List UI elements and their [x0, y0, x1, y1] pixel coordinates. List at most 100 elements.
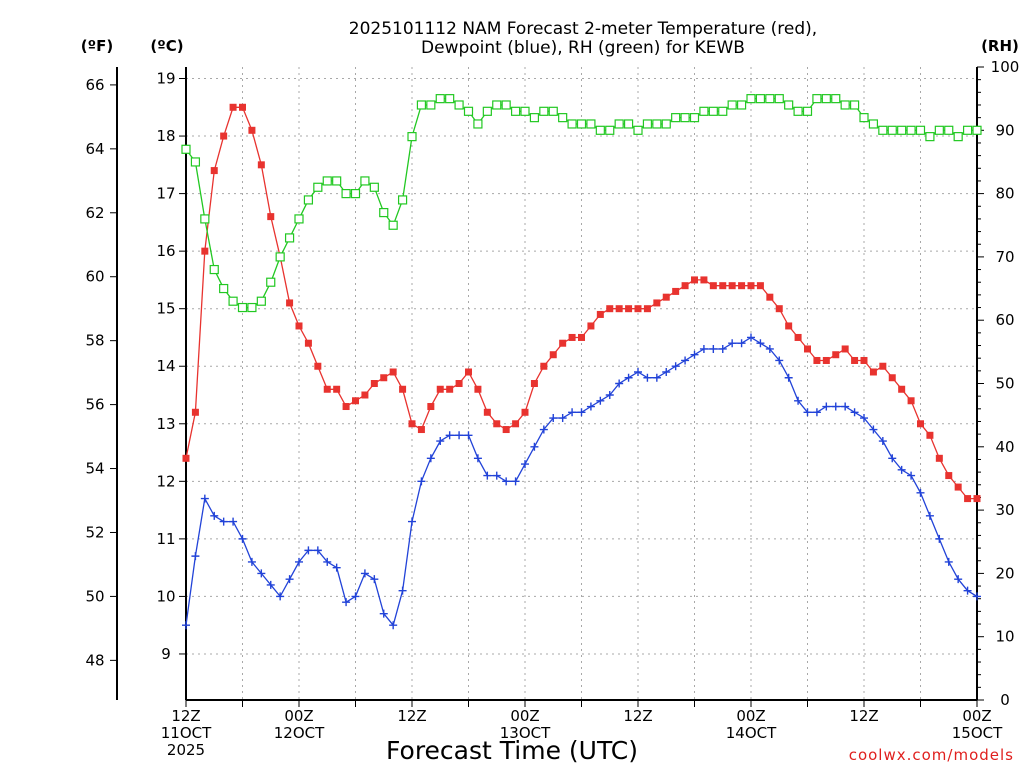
data-point	[925, 132, 935, 142]
data-point	[360, 569, 369, 578]
data-point	[680, 113, 690, 123]
data-point	[370, 380, 378, 387]
data-point	[681, 356, 690, 365]
celsius-tick-label: 18	[156, 127, 175, 145]
data-point	[747, 333, 755, 342]
data-point	[793, 106, 803, 116]
data-point	[812, 94, 822, 104]
data-point	[426, 100, 436, 110]
data-point	[699, 106, 709, 116]
data-point	[860, 414, 868, 423]
data-point	[831, 94, 841, 104]
data-point	[709, 344, 718, 353]
data-point	[229, 517, 238, 526]
celsius-tick-label: 11	[156, 530, 175, 548]
data-point	[181, 144, 191, 154]
data-point	[719, 282, 727, 290]
rh-tick-label: 30	[995, 501, 1014, 519]
data-point	[690, 350, 699, 359]
data-point	[427, 403, 435, 411]
data-point	[303, 195, 314, 205]
data-point	[455, 431, 464, 440]
data-point	[520, 106, 530, 116]
time-tick-label: 15OCT	[952, 724, 1003, 742]
data-point	[587, 322, 595, 330]
time-tick-label: 2025	[167, 741, 205, 759]
data-point	[737, 339, 746, 348]
fahrenheit-tick-label: 64	[85, 140, 104, 158]
data-point	[624, 373, 633, 382]
data-point	[700, 276, 708, 284]
data-point	[849, 100, 860, 110]
data-point	[493, 420, 501, 428]
data-point	[285, 575, 294, 584]
fahrenheit-tick-label: 50	[85, 587, 104, 605]
data-point	[934, 125, 944, 135]
time-tick-label: 12Z	[849, 707, 878, 725]
data-point	[963, 586, 972, 595]
time-tick-label: 12Z	[397, 707, 426, 725]
data-point	[501, 100, 511, 110]
data-point	[756, 282, 764, 290]
data-point	[652, 119, 662, 129]
fahrenheit-tick-label: 48	[85, 651, 104, 669]
time-tick-label: 00Z	[962, 707, 991, 725]
data-point	[578, 333, 585, 341]
data-point	[360, 176, 370, 186]
data-point	[247, 302, 257, 313]
data-point	[275, 252, 285, 262]
data-point	[436, 437, 445, 446]
data-point	[718, 344, 727, 353]
data-point	[653, 299, 661, 307]
data-point	[822, 402, 831, 411]
data-point	[304, 546, 313, 555]
data-point	[445, 94, 455, 104]
data-point	[915, 125, 926, 135]
data-point	[962, 125, 973, 135]
chart-title-line2: Dewpoint (blue), RH (green) for KEWB	[421, 38, 745, 58]
data-point	[474, 385, 482, 393]
series-rh	[181, 94, 982, 313]
data-point	[314, 362, 322, 370]
data-point	[897, 125, 907, 135]
data-point	[323, 385, 331, 393]
data-point	[813, 356, 821, 364]
data-point	[567, 119, 577, 129]
grid-lines	[186, 67, 977, 700]
tick-labels: 9 10 11 12 13 14 15 16 17 18 19 48 50 52 54 56 58 60 62 64 6…	[85, 58, 1019, 759]
data-point	[728, 282, 736, 290]
fahrenheit-axis-label: (ºF)	[81, 37, 113, 55]
data-point	[266, 277, 276, 287]
data-point	[634, 367, 642, 376]
data-point	[351, 592, 360, 601]
data-point	[539, 106, 549, 116]
series-dewpoint	[182, 333, 981, 630]
data-point	[577, 408, 586, 417]
credit-text: coolwx.com/models	[849, 746, 1014, 764]
celsius-tick-label: 15	[156, 300, 175, 318]
data-point	[492, 471, 501, 480]
data-point	[671, 113, 681, 123]
data-point	[559, 339, 567, 347]
data-point	[699, 344, 708, 353]
data-point	[662, 367, 671, 376]
data-point	[576, 119, 587, 129]
celsius-tick-label: 14	[156, 357, 175, 375]
data-point	[954, 483, 962, 491]
data-point	[295, 322, 303, 330]
data-point	[473, 119, 483, 129]
rh-tick-label: 40	[995, 438, 1014, 456]
data-point	[926, 431, 934, 439]
data-point	[774, 94, 784, 104]
data-point	[898, 385, 906, 393]
data-point	[755, 94, 766, 104]
data-point	[775, 356, 784, 365]
data-point	[284, 233, 295, 243]
data-point	[209, 264, 219, 275]
data-point	[397, 195, 408, 205]
axes	[110, 66, 984, 707]
data-point	[304, 339, 312, 347]
data-point	[907, 471, 916, 480]
data-point	[294, 214, 304, 224]
data-point	[379, 609, 388, 618]
